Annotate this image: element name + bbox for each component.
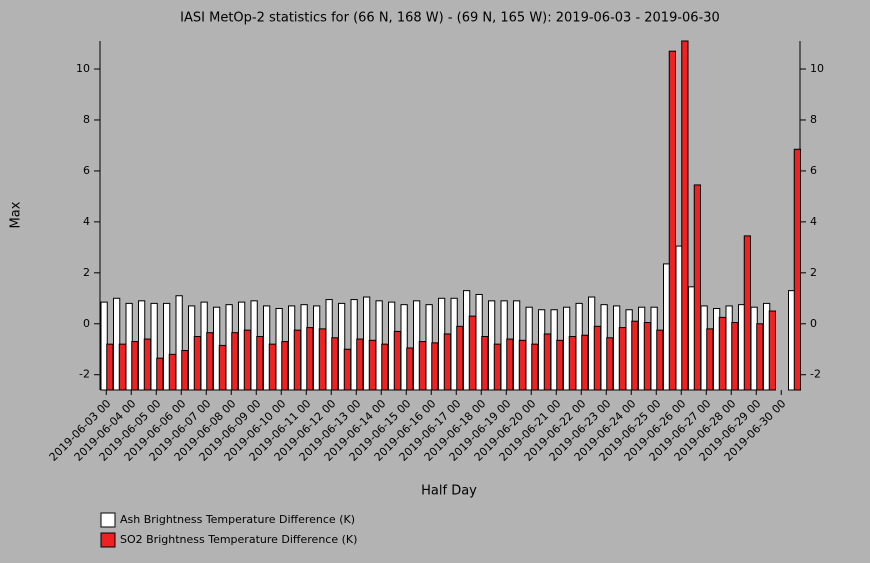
bar	[531, 343, 539, 391]
bar	[106, 343, 114, 391]
y-tick-label: 0	[83, 317, 90, 330]
y-tick-label: -2	[79, 368, 90, 381]
bar	[418, 341, 426, 391]
bar	[356, 338, 364, 391]
bar	[306, 327, 314, 391]
y2-tick-label: 2	[810, 266, 817, 279]
bar	[556, 339, 564, 391]
legend-label: Ash Brightness Temperature Difference (K…	[120, 513, 355, 526]
bar	[318, 328, 326, 391]
y-tick-label: 4	[83, 215, 90, 228]
bar	[618, 327, 626, 391]
bar	[543, 333, 551, 391]
bar	[143, 338, 151, 391]
bar	[743, 235, 751, 391]
bar	[293, 329, 301, 391]
y2-tick-label: 4	[810, 215, 817, 228]
bar	[656, 329, 664, 391]
bar	[193, 336, 201, 391]
bar	[163, 302, 171, 391]
y-tick-label: 6	[83, 164, 90, 177]
bar	[793, 148, 801, 391]
bar	[281, 341, 289, 391]
bar	[156, 357, 164, 391]
bar	[181, 350, 189, 391]
bar	[218, 344, 226, 391]
bar	[593, 325, 601, 391]
bar	[431, 342, 439, 391]
bar	[706, 328, 714, 391]
bar	[568, 336, 576, 391]
bar	[381, 343, 389, 391]
bar	[206, 332, 214, 391]
legend-label: SO2 Brightness Temperature Difference (K…	[120, 533, 357, 546]
bar	[343, 348, 351, 391]
y-tick-label: 8	[83, 113, 90, 126]
legend-swatch	[100, 532, 116, 548]
y2-tick-label: 8	[810, 113, 817, 126]
bar	[175, 295, 183, 391]
bar	[406, 347, 414, 391]
y2-tick-label: 10	[810, 62, 824, 75]
bar	[268, 343, 276, 391]
bar	[643, 321, 651, 391]
bar	[393, 330, 401, 391]
bar	[481, 336, 489, 391]
bar	[493, 343, 501, 391]
y2-tick-label: -2	[810, 368, 821, 381]
legend-swatch	[100, 512, 116, 528]
x-axis-label: Half Day	[421, 484, 477, 499]
bar	[131, 341, 139, 391]
bar	[231, 332, 239, 391]
bar	[681, 40, 689, 391]
bar	[668, 50, 676, 391]
bar	[631, 320, 639, 391]
bar	[456, 325, 464, 391]
y2-tick-label: 6	[810, 164, 817, 177]
bar	[518, 339, 526, 391]
y-tick-label: 10	[76, 62, 90, 75]
bar	[768, 310, 776, 391]
y-tick-label: 2	[83, 266, 90, 279]
bar	[331, 337, 339, 391]
bar	[118, 343, 126, 391]
bar	[168, 353, 176, 391]
bar	[443, 333, 451, 391]
bar	[693, 184, 701, 391]
bar	[506, 338, 514, 391]
bar	[368, 339, 376, 391]
bar	[718, 316, 726, 391]
bar	[243, 329, 251, 391]
chart-title: IASI MetOp-2 statistics for (66 N, 168 W…	[180, 11, 720, 26]
y-axis-label: Max	[9, 201, 24, 228]
bar	[468, 315, 476, 391]
bar	[256, 336, 264, 391]
y2-tick-label: 0	[810, 317, 817, 330]
bar	[606, 337, 614, 391]
bar	[731, 321, 739, 391]
bar	[756, 323, 764, 391]
bar	[581, 334, 589, 391]
